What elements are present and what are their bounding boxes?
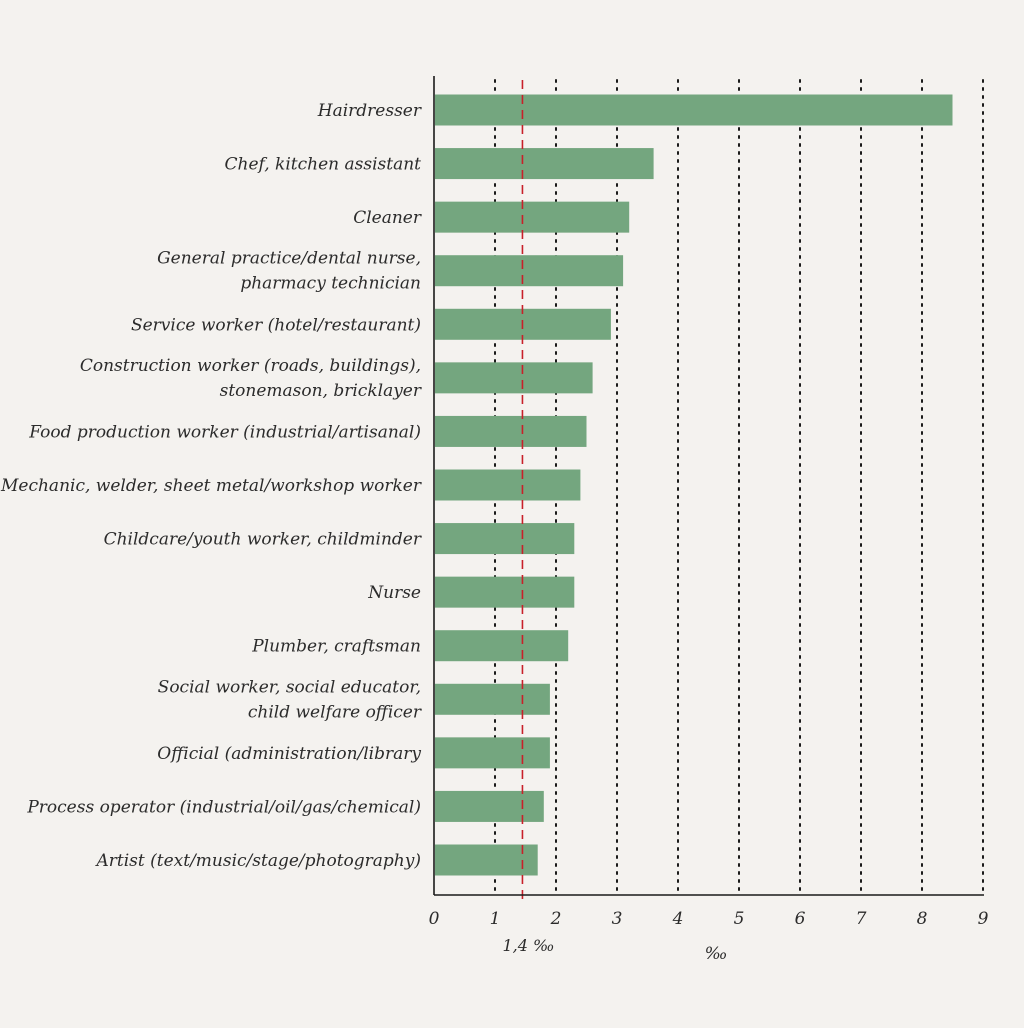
category-label-10: Nurse bbox=[367, 583, 421, 603]
x-axis-title: ‰ bbox=[705, 944, 728, 964]
category-label-1: Hairdresser bbox=[317, 101, 422, 121]
bar-12 bbox=[435, 683, 550, 715]
reference-line-label: 1,4 ‰ bbox=[502, 936, 554, 955]
category-label-6: Construction worker (roads, buildings), s… bbox=[80, 356, 422, 401]
category-label-line: stonemason, bricklayer bbox=[220, 381, 422, 401]
bar-6 bbox=[435, 362, 593, 394]
category-label-line: Social worker, social educator, bbox=[158, 677, 421, 697]
category-label-9: Childcare/youth worker, childminder bbox=[104, 530, 422, 550]
category-label-2: Chef, kitchen assistant bbox=[225, 155, 422, 175]
bar-8 bbox=[435, 469, 581, 501]
category-label-line: child welfare officer bbox=[248, 702, 422, 722]
category-label-8: Mechanic, welder, sheet metal/workshop w… bbox=[0, 476, 422, 496]
category-label-4: General practice/dental nurse, pharmacy t… bbox=[157, 249, 421, 294]
bar-13 bbox=[435, 737, 550, 769]
category-label-11: Plumber, craftsman bbox=[251, 637, 421, 657]
x-tick-label-4: 4 bbox=[672, 909, 684, 929]
bars bbox=[435, 94, 953, 876]
category-label-12: Social worker, social educator, child wel… bbox=[158, 677, 422, 722]
category-label-line: Construction worker (roads, buildings), bbox=[80, 356, 421, 376]
x-tick-label-5: 5 bbox=[734, 909, 745, 929]
category-label-5: Service worker (hotel/restaurant) bbox=[131, 315, 421, 335]
bar-15 bbox=[435, 844, 538, 876]
tick-labels: 0 1 2 3 4 5 6 7 8 9 bbox=[429, 909, 989, 929]
x-tick-label-6: 6 bbox=[795, 909, 806, 929]
x-tick-label-7: 7 bbox=[856, 909, 867, 929]
x-tick-label-9: 9 bbox=[978, 909, 989, 929]
axes bbox=[433, 76, 984, 896]
x-tick-label-3: 3 bbox=[612, 909, 623, 929]
bar-7 bbox=[435, 415, 587, 447]
category-label-line: pharmacy technician bbox=[240, 274, 421, 294]
bar-2 bbox=[435, 148, 654, 180]
category-label-13: Official (administration/library bbox=[157, 744, 421, 764]
category-label-14: Process operator (industrial/oil/gas/che… bbox=[26, 797, 421, 817]
category-label-7: Food production worker (industrial/artis… bbox=[28, 422, 421, 442]
bar-10 bbox=[435, 576, 575, 608]
category-label-3: Cleaner bbox=[353, 208, 422, 228]
category-label-line: General practice/dental nurse, bbox=[157, 249, 421, 269]
x-tick-label-8: 8 bbox=[917, 909, 928, 929]
bar-9 bbox=[435, 523, 575, 555]
x-tick-label-1: 1 bbox=[490, 909, 501, 929]
category-labels: Hairdresser Chef, kitchen assistant Cleane… bbox=[0, 101, 422, 871]
x-tick-label-0: 0 bbox=[429, 909, 440, 929]
x-tick-label-2: 2 bbox=[550, 909, 562, 929]
bar-1 bbox=[435, 94, 953, 126]
bar-4 bbox=[435, 255, 624, 287]
category-label-15: Artist (text/music/stage/photography) bbox=[95, 851, 422, 871]
bar-14 bbox=[435, 790, 544, 822]
bar-11 bbox=[435, 630, 569, 662]
bar-3 bbox=[435, 201, 630, 233]
